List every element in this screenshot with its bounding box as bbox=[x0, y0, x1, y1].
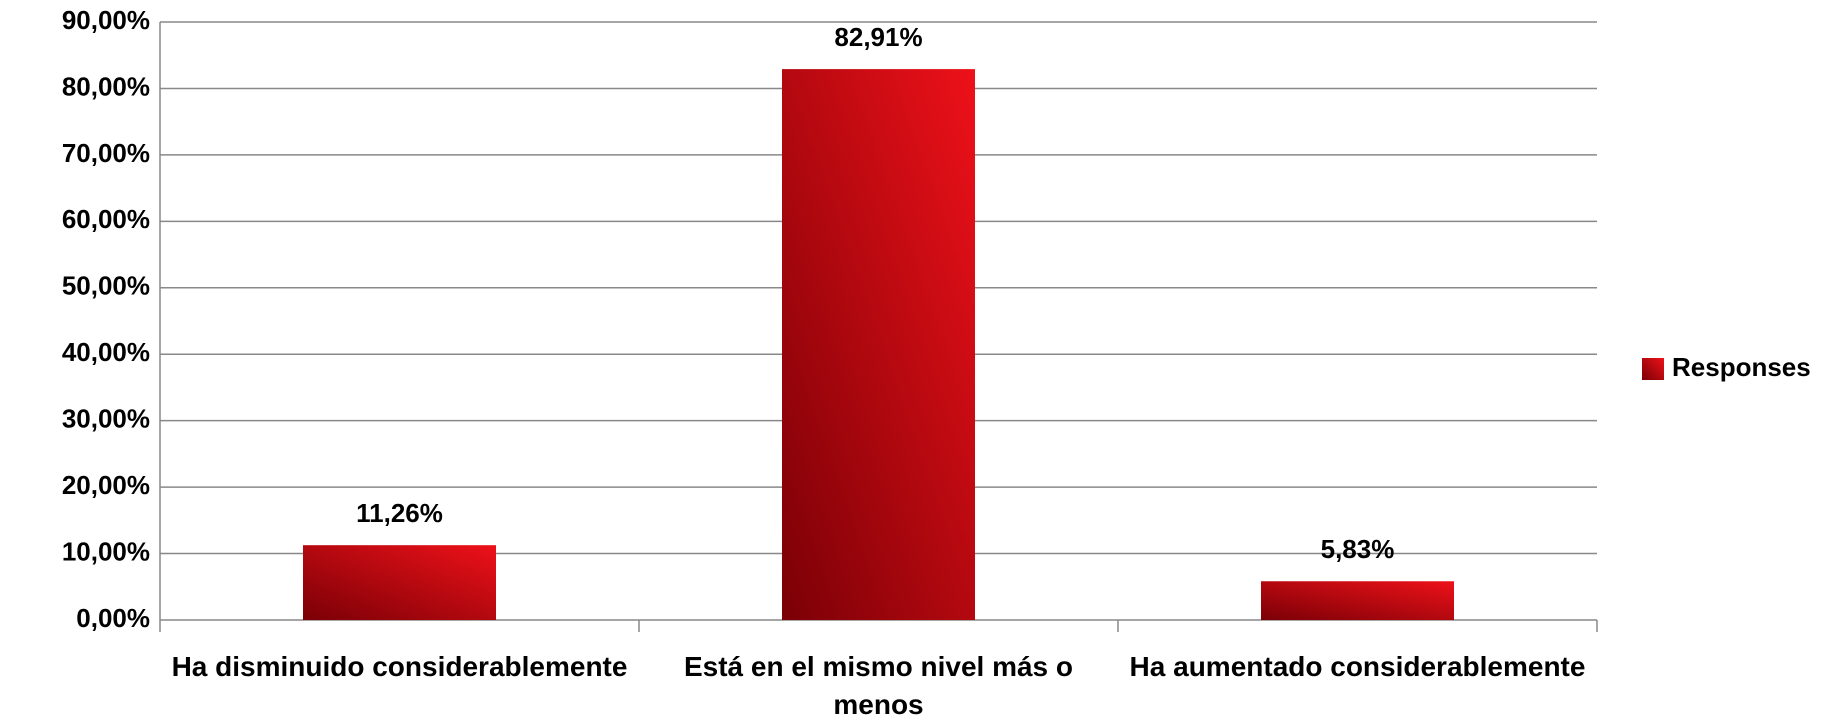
y-tick-label: 70,00% bbox=[62, 138, 150, 168]
y-tick-label: 50,00% bbox=[62, 271, 150, 301]
y-tick-label: 0,00% bbox=[76, 603, 150, 633]
y-tick-label: 40,00% bbox=[62, 337, 150, 367]
data-label: 5,83% bbox=[1321, 534, 1395, 564]
y-tick-label: 60,00% bbox=[62, 204, 150, 234]
y-tick-label: 10,00% bbox=[62, 536, 150, 566]
data-label: 82,91% bbox=[834, 22, 922, 52]
bar bbox=[303, 545, 496, 620]
legend-label: Responses bbox=[1672, 352, 1811, 382]
y-tick-label: 30,00% bbox=[62, 404, 150, 434]
bar bbox=[782, 69, 975, 620]
legend-swatch bbox=[1642, 358, 1664, 380]
y-tick-label: 80,00% bbox=[62, 71, 150, 101]
bar bbox=[1261, 581, 1454, 620]
x-tick-label: Ha disminuido considerablemente bbox=[171, 651, 628, 682]
x-tick-label: Ha aumentado considerablemente bbox=[1129, 651, 1586, 682]
y-tick-label: 20,00% bbox=[62, 470, 150, 500]
x-tick-label: Está en el mismo nivel más o menos bbox=[683, 651, 1074, 720]
data-label: 11,26% bbox=[356, 498, 443, 528]
y-tick-label: 90,00% bbox=[62, 5, 150, 35]
